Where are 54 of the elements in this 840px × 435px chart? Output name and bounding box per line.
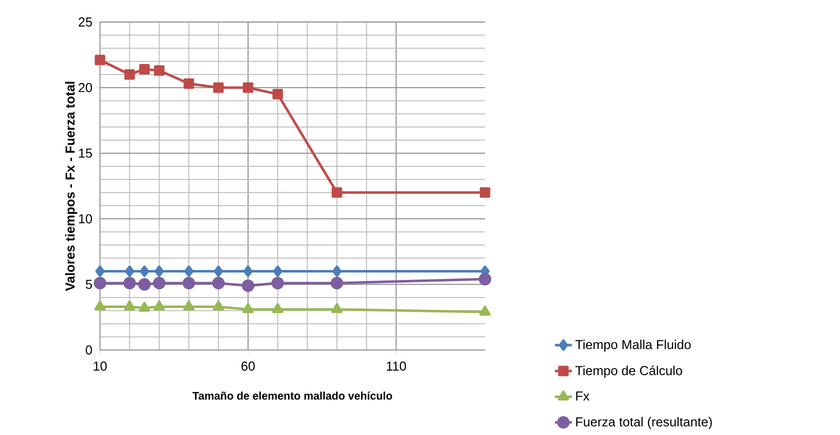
point: [184, 266, 194, 278]
point: [272, 303, 284, 314]
point: [95, 266, 105, 278]
point: [214, 266, 224, 278]
point: [330, 276, 344, 290]
point: [273, 266, 282, 278]
legend-label: Fuerza total (resultante): [576, 416, 712, 430]
point: [479, 306, 491, 316]
x-axis-title: Tamaño de elemento mallado vehículo: [192, 392, 392, 400]
legend-label: Tiempo Malla Fluido: [575, 340, 691, 352]
point: [123, 276, 136, 290]
point: [124, 69, 135, 80]
point: [184, 78, 194, 89]
point: [242, 303, 254, 314]
point: [272, 88, 283, 100]
point: [243, 266, 253, 278]
y-tick-label: 20: [78, 83, 92, 92]
point: [332, 266, 342, 278]
y-tick-label: 15: [79, 148, 92, 158]
point: [94, 54, 106, 66]
point: [154, 266, 164, 278]
point: [124, 300, 136, 310]
point: [331, 303, 343, 314]
point: [152, 276, 166, 290]
point: [182, 276, 196, 290]
legend-label: Fx: [576, 392, 590, 400]
point: [154, 65, 164, 76]
point: [213, 82, 224, 93]
legend-label: Tiempo de Cálculo: [575, 366, 682, 378]
point: [478, 272, 492, 286]
point: [138, 302, 150, 312]
point: [154, 300, 165, 310]
x-tick-label: 110: [386, 362, 406, 371]
y-tick-label: 5: [86, 280, 92, 289]
point: [212, 300, 224, 310]
point: [332, 187, 342, 198]
point: [242, 279, 254, 292]
point: [139, 64, 150, 74]
point: [124, 266, 134, 278]
point: [271, 276, 284, 290]
point: [94, 276, 106, 290]
point: [94, 300, 106, 310]
point: [138, 278, 151, 291]
point: [183, 300, 194, 310]
x-tick-label: 60: [242, 362, 255, 371]
y-tick-label: 10: [79, 214, 92, 224]
y-axis-title: Valores tiempos - Fx - Fuerza total: [65, 82, 78, 291]
point: [242, 82, 254, 93]
y-tick-label: 0: [86, 345, 92, 355]
point: [480, 187, 490, 198]
point: [140, 266, 150, 278]
x-tick-label: 10: [94, 362, 107, 371]
point: [212, 276, 225, 290]
y-tick-label: 25: [78, 17, 92, 27]
